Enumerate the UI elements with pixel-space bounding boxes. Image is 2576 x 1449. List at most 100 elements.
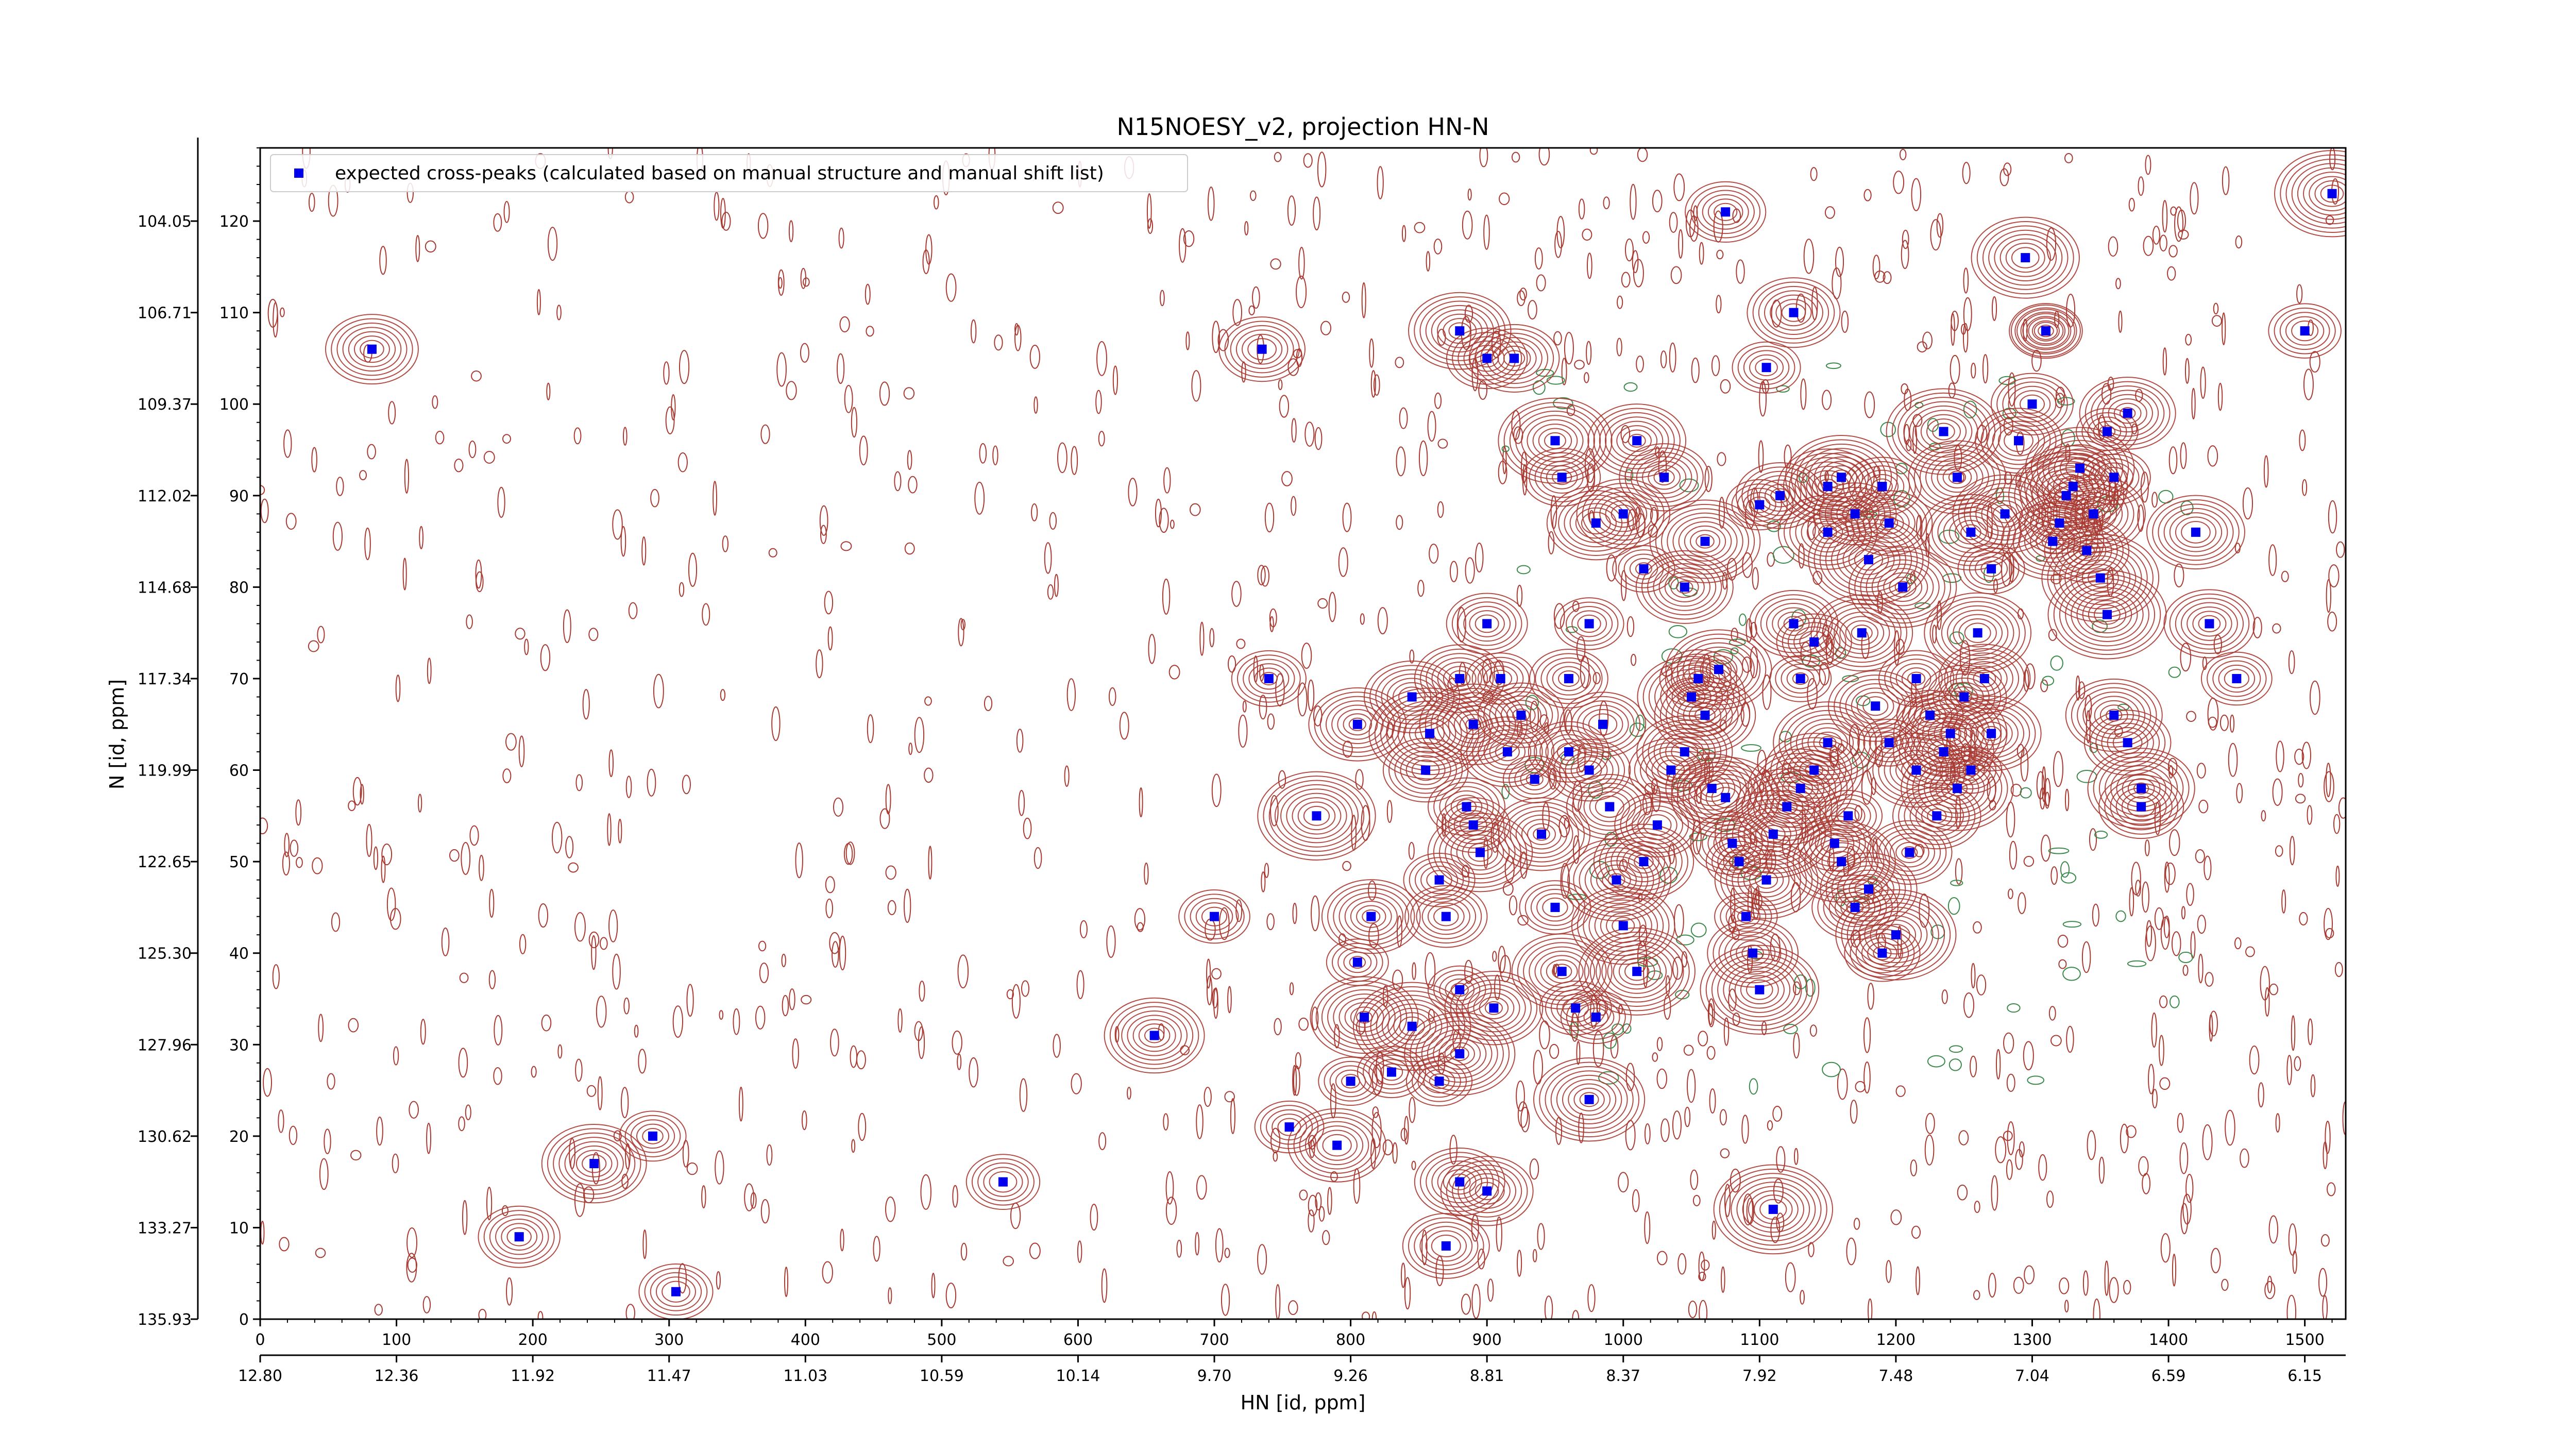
peak-contour — [1571, 886, 1675, 965]
peak-contour — [1920, 414, 1967, 449]
noise-contour — [1273, 1151, 1278, 1162]
noise-contour — [919, 980, 925, 1002]
cross-peak-marker — [998, 1177, 1008, 1187]
noise-contour — [2235, 235, 2243, 249]
peak-contour — [2096, 390, 2159, 437]
noise-contour — [1720, 1148, 1730, 1158]
negative-contour — [2042, 676, 2055, 686]
y-ppm-tick-label: 122.65 — [138, 853, 192, 871]
peak-contour — [1622, 429, 1652, 452]
peak-contour — [1484, 1001, 1503, 1015]
noise-contour — [1991, 296, 1997, 321]
noise-contour — [867, 714, 874, 744]
peak-contour — [1459, 814, 1487, 836]
noise-contour — [1718, 497, 1725, 529]
noise-contour — [1987, 503, 1993, 539]
peak-contour — [1321, 879, 1421, 954]
noise-contour — [1574, 360, 1585, 370]
cross-peak-marker — [1837, 857, 1846, 867]
peak-contour — [1596, 864, 1637, 896]
peak-contour — [1535, 653, 1603, 704]
noise-contour — [493, 1067, 502, 1085]
negative-contour — [2027, 1075, 2045, 1085]
peak-contour — [2163, 508, 2228, 557]
peak-contour — [1759, 1199, 1787, 1220]
ppm-tick-label: 10.14 — [1056, 1367, 1100, 1385]
peak-contour — [2207, 656, 2267, 701]
noise-contour — [1746, 1198, 1755, 1224]
peak-contour — [1851, 625, 1873, 642]
peak-contour — [2274, 150, 2346, 238]
noise-contour — [1516, 584, 1523, 607]
noise-contour — [1850, 1100, 1858, 1124]
peak-contour — [2088, 458, 2140, 497]
noise-contour — [992, 445, 998, 465]
peak-contour — [1794, 461, 1861, 512]
peak-contour — [1671, 741, 1699, 763]
noise-contour — [2129, 887, 2134, 917]
peak-contour — [2016, 309, 2075, 353]
peak-contour — [1690, 186, 1761, 239]
noise-contour — [2009, 840, 2018, 870]
peak-contour — [1404, 1012, 1516, 1096]
peak-contour — [1421, 898, 1470, 935]
x-tick-label: 200 — [518, 1331, 548, 1349]
cross-peak-marker — [1462, 802, 1471, 812]
noise-contour — [1259, 695, 1267, 720]
peak-contour — [1605, 500, 1642, 528]
noise-contour — [2044, 791, 2050, 809]
noise-contour — [1077, 1240, 1082, 1263]
noise-contour — [2146, 920, 2153, 947]
noise-contour — [600, 937, 608, 950]
noise-contour — [574, 912, 586, 942]
noise-contour — [2276, 740, 2284, 772]
peak-contour — [1425, 1230, 1467, 1262]
noise-contour — [1213, 987, 1218, 1019]
peak-contour — [1503, 402, 1607, 480]
noise-contour — [2298, 772, 2304, 788]
noise-contour — [2318, 1268, 2328, 1297]
peak-contour — [489, 1214, 549, 1259]
peak-contour — [1893, 690, 2008, 777]
peak-contour — [1344, 896, 1398, 937]
cross-peak-marker — [1734, 857, 1744, 867]
noise-contour — [1793, 1148, 1799, 1165]
cross-peak-marker — [1741, 912, 1751, 921]
noise-contour — [1692, 819, 1702, 855]
negative-contour — [2062, 921, 2082, 928]
noise-contour — [1342, 861, 1351, 871]
peak-contour — [1235, 329, 1289, 369]
cross-peak-marker — [2191, 527, 2200, 537]
noise-contour — [840, 1228, 844, 1252]
noise-contour — [546, 382, 551, 400]
y-ppm-tick-label: 130.62 — [138, 1128, 192, 1146]
cross-peak-marker — [1639, 564, 1649, 574]
noise-contour — [1741, 1115, 1749, 1144]
peak-contour — [1782, 617, 1846, 666]
noise-contour — [625, 1143, 631, 1170]
noise-contour — [1320, 321, 1332, 335]
x-tick-label: 1200 — [1876, 1331, 1916, 1349]
noise-contour — [1993, 578, 1998, 594]
peak-contour — [1456, 834, 1504, 871]
peak-contour — [2091, 385, 2165, 441]
peak-contour — [1831, 495, 1879, 533]
noise-contour — [1311, 895, 1320, 932]
noise-contour — [336, 477, 344, 496]
noise-contour — [624, 191, 634, 204]
noise-contour — [2264, 987, 2270, 1017]
cross-peak-marker — [1584, 619, 1594, 629]
peak-contour — [1468, 843, 1493, 862]
noise-contour — [1185, 331, 1190, 350]
peak-contour — [1964, 713, 2019, 754]
noise-contour — [388, 401, 396, 425]
cross-peak-marker — [1366, 912, 1376, 921]
peak-contour — [1468, 324, 1560, 393]
noise-contour — [1139, 787, 1143, 818]
cross-peak-marker — [2205, 619, 2214, 629]
x-tick-label: 600 — [1063, 1331, 1093, 1349]
noise-contour — [1803, 239, 1815, 274]
noise-contour — [760, 424, 770, 444]
peak-contour — [1740, 975, 1779, 1005]
noise-contour — [1548, 531, 1555, 554]
